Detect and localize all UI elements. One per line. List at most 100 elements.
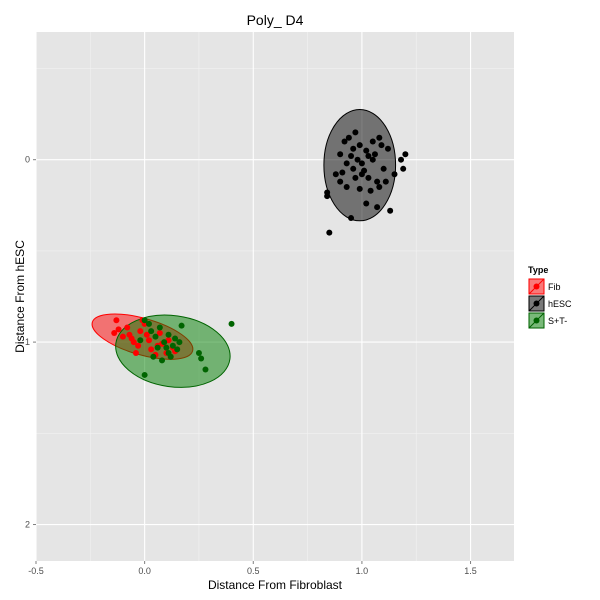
point-hesc bbox=[365, 153, 372, 160]
legend-key-point bbox=[533, 317, 540, 324]
point-hesc bbox=[374, 178, 381, 185]
legend-key-point bbox=[533, 300, 540, 307]
point-hesc bbox=[391, 171, 398, 178]
point-hesc bbox=[398, 156, 405, 163]
point-hesc bbox=[326, 229, 333, 236]
point-hesc bbox=[354, 156, 361, 163]
y-axis-title: Distance From hESC bbox=[13, 240, 27, 353]
point-s-t- bbox=[174, 346, 181, 353]
point-s-t- bbox=[163, 344, 170, 351]
point-hesc bbox=[358, 160, 365, 167]
legend-label: S+T- bbox=[548, 316, 567, 326]
x-axis-title: Distance From Fibroblast bbox=[208, 578, 343, 592]
point-s-t- bbox=[156, 324, 163, 331]
point-hesc bbox=[348, 215, 355, 222]
x-tick-label: 1.5 bbox=[464, 566, 477, 576]
point-hesc bbox=[376, 134, 383, 141]
point-hesc bbox=[343, 184, 350, 191]
point-hesc bbox=[345, 134, 352, 141]
point-hesc bbox=[356, 142, 363, 149]
point-hesc bbox=[400, 165, 407, 172]
point-s-t- bbox=[161, 339, 168, 346]
point-hesc bbox=[367, 187, 374, 194]
point-s-t- bbox=[150, 353, 157, 360]
point-s-t- bbox=[145, 320, 152, 327]
point-s-t- bbox=[152, 333, 159, 340]
point-hesc bbox=[332, 171, 339, 178]
point-s-t- bbox=[154, 344, 161, 351]
point-hesc bbox=[356, 185, 363, 192]
point-hesc bbox=[363, 147, 370, 154]
point-s-t- bbox=[137, 337, 144, 344]
y-tick-label: 1 bbox=[25, 337, 30, 347]
point-fib bbox=[115, 326, 122, 333]
data-points bbox=[111, 129, 409, 378]
axis-ticks: -0.5 0.0 0.5 1.0 1.5 0 1 2 bbox=[25, 155, 477, 576]
point-hesc bbox=[402, 151, 409, 158]
x-tick-label: 1.0 bbox=[356, 566, 369, 576]
point-fib bbox=[130, 339, 137, 346]
legend-item-fib: Fib bbox=[527, 277, 561, 296]
point-hesc bbox=[348, 153, 355, 160]
point-hesc bbox=[376, 184, 383, 191]
point-fib bbox=[156, 329, 163, 336]
plot-panel bbox=[36, 32, 514, 561]
point-hesc bbox=[339, 169, 346, 176]
x-tick-label: -0.5 bbox=[28, 566, 44, 576]
point-fib bbox=[148, 346, 155, 353]
point-fib bbox=[119, 333, 126, 340]
legend-key-point bbox=[533, 283, 540, 290]
legend: Type Fib hESC S+T- bbox=[527, 265, 572, 330]
point-s-t- bbox=[141, 317, 148, 324]
point-hesc bbox=[337, 178, 344, 185]
point-hesc bbox=[387, 207, 394, 214]
point-hesc bbox=[374, 204, 381, 211]
legend-label: hESC bbox=[548, 299, 572, 309]
point-hesc bbox=[324, 193, 331, 200]
point-s-t- bbox=[167, 353, 174, 360]
point-fib bbox=[124, 324, 131, 331]
point-fib bbox=[135, 342, 142, 349]
point-hesc bbox=[369, 156, 376, 163]
point-hesc bbox=[369, 138, 376, 145]
point-s-t- bbox=[169, 342, 176, 349]
point-s-t- bbox=[141, 371, 148, 378]
point-hesc bbox=[378, 142, 385, 149]
point-hesc bbox=[358, 171, 365, 178]
point-s-t- bbox=[172, 335, 179, 342]
point-fib bbox=[145, 337, 152, 344]
point-s-t- bbox=[176, 339, 183, 346]
point-hesc bbox=[341, 138, 348, 145]
point-hesc bbox=[337, 151, 344, 158]
point-fib bbox=[113, 317, 120, 324]
point-fib bbox=[126, 331, 133, 338]
point-fib bbox=[132, 350, 139, 357]
legend-item-s-t-: S+T- bbox=[527, 311, 567, 330]
point-hesc bbox=[350, 145, 357, 152]
point-fib bbox=[137, 328, 144, 335]
point-s-t- bbox=[159, 357, 166, 364]
point-hesc bbox=[380, 165, 387, 172]
legend-title: Type bbox=[528, 265, 548, 275]
y-tick-label: 0 bbox=[25, 155, 30, 165]
point-hesc bbox=[352, 129, 359, 136]
point-hesc bbox=[371, 151, 378, 158]
point-s-t- bbox=[198, 355, 205, 362]
point-hesc bbox=[384, 145, 391, 152]
point-fib bbox=[111, 329, 118, 336]
x-tick-label: 0.0 bbox=[138, 566, 151, 576]
point-hesc bbox=[365, 174, 372, 181]
legend-item-hesc: hESC bbox=[527, 294, 572, 313]
point-hesc bbox=[350, 165, 357, 172]
point-hesc bbox=[343, 160, 350, 167]
point-s-t- bbox=[228, 320, 235, 327]
point-s-t- bbox=[148, 328, 155, 335]
point-s-t- bbox=[165, 331, 172, 338]
point-s-t- bbox=[178, 322, 185, 329]
point-hesc bbox=[352, 174, 359, 181]
point-hesc bbox=[363, 200, 370, 207]
chart-title: Poly_ D4 bbox=[247, 12, 304, 28]
point-hesc bbox=[382, 178, 389, 185]
point-s-t- bbox=[195, 350, 202, 357]
